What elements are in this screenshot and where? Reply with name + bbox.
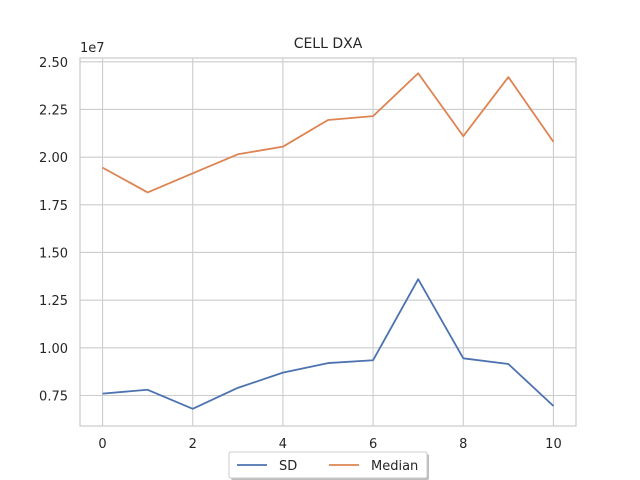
x-tick-labels: 0 2 4 6 8 10 bbox=[98, 437, 561, 452]
y-tick-label: 2.00 bbox=[39, 151, 68, 166]
y-axis-offset-label: 1e7 bbox=[80, 41, 105, 56]
series-layer bbox=[102, 72, 555, 410]
series-line-sd bbox=[102, 278, 555, 410]
legend: SD Median bbox=[228, 451, 429, 480]
y-tick-label: 0.75 bbox=[39, 389, 68, 404]
series-line-median bbox=[102, 72, 555, 194]
x-tick-label: 8 bbox=[459, 437, 467, 452]
y-tick-label: 1.25 bbox=[39, 294, 68, 309]
x-tick-label: 10 bbox=[545, 437, 562, 452]
y-tick-labels: 0.75 1.00 1.25 1.50 1.75 2.00 2.25 2.50 bbox=[39, 56, 68, 405]
chart-title: CELL DXA bbox=[294, 36, 363, 52]
y-tick-label: 1.75 bbox=[39, 199, 68, 214]
grid-lines bbox=[80, 58, 576, 426]
legend-box bbox=[228, 451, 428, 479]
x-tick-label: 6 bbox=[369, 437, 377, 452]
y-tick-label: 1.00 bbox=[39, 342, 68, 357]
legend-label-median: Median bbox=[371, 459, 418, 474]
plot-area-frame bbox=[79, 57, 577, 427]
y-tick-label: 2.50 bbox=[39, 56, 68, 71]
legend-label-sd: SD bbox=[279, 459, 297, 474]
x-tick-label: 4 bbox=[279, 437, 287, 452]
y-tick-label: 1.50 bbox=[39, 246, 68, 261]
x-tick-label: 0 bbox=[98, 437, 106, 452]
x-tick-label: 2 bbox=[189, 437, 197, 452]
y-tick-label: 2.25 bbox=[39, 103, 68, 118]
